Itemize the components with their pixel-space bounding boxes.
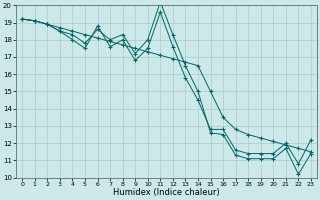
X-axis label: Humidex (Indice chaleur): Humidex (Indice chaleur) [113,188,220,197]
